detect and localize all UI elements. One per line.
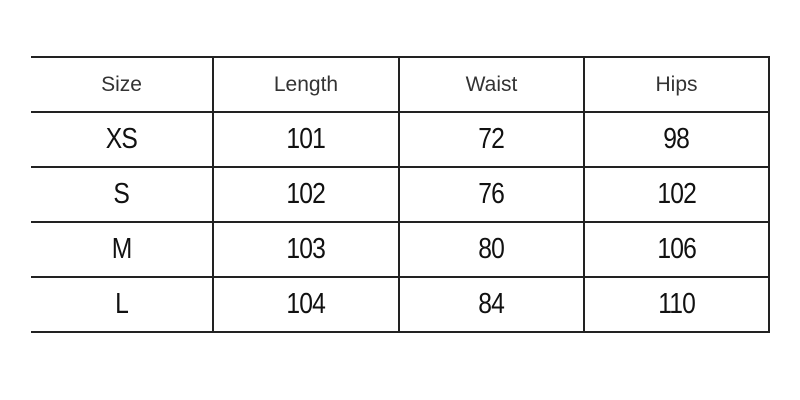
table-cell: 80 [398,221,585,278]
cell-value: 102 [657,178,696,210]
table-cell: S [31,166,214,223]
header-cell-size: Size [31,56,214,113]
table-cell: XS [31,111,214,168]
table-cell: 101 [212,111,400,168]
table-cell: 110 [583,276,770,333]
cell-value: 110 [658,288,696,320]
table-cell: 103 [212,221,400,278]
cell-value: 101 [286,123,326,155]
cell-value: 103 [286,233,326,265]
header-label: Hips [655,72,698,96]
table-cell: M [31,221,214,278]
cell-value: 72 [478,123,506,155]
cell-value: 80 [478,233,506,265]
header-row: Size Length Waist Hips [31,56,770,113]
cell-value: 76 [478,178,506,210]
header-cell-length: Length [212,56,400,113]
cell-value: XS [105,123,138,155]
table-cell: 102 [212,166,400,223]
cell-value: 102 [286,178,326,210]
table-cell: 106 [583,221,770,278]
table-row: M 103 80 106 [31,221,770,278]
table-cell: 104 [212,276,400,333]
table-row: XS 101 72 98 [31,111,770,168]
header-label: Waist [465,72,518,96]
cell-value: 104 [286,288,326,320]
size-chart-table: Size Length Waist Hips XS 101 72 98 S 102 76 102 M 10… [31,56,770,333]
table-cell: 76 [398,166,585,223]
table-cell: 98 [583,111,770,168]
table-row: S 102 76 102 [31,166,770,223]
cell-value: 84 [478,288,506,320]
header-cell-waist: Waist [398,56,585,113]
header-cell-hips: Hips [583,56,770,113]
header-label: Length [273,72,339,96]
table-cell: 84 [398,276,585,333]
cell-value: L [115,288,129,320]
table-cell: L [31,276,214,333]
cell-value: 98 [663,123,691,155]
cell-value: 106 [657,233,696,265]
size-chart-body: Size Length Waist Hips XS 101 72 98 S 102 76 102 M 10… [31,56,770,333]
table-row: L 104 84 110 [31,276,770,333]
table-cell: 102 [583,166,770,223]
header-label: Size [101,72,142,96]
cell-value: S [113,178,130,210]
cell-value: M [111,233,133,265]
table-cell: 72 [398,111,585,168]
